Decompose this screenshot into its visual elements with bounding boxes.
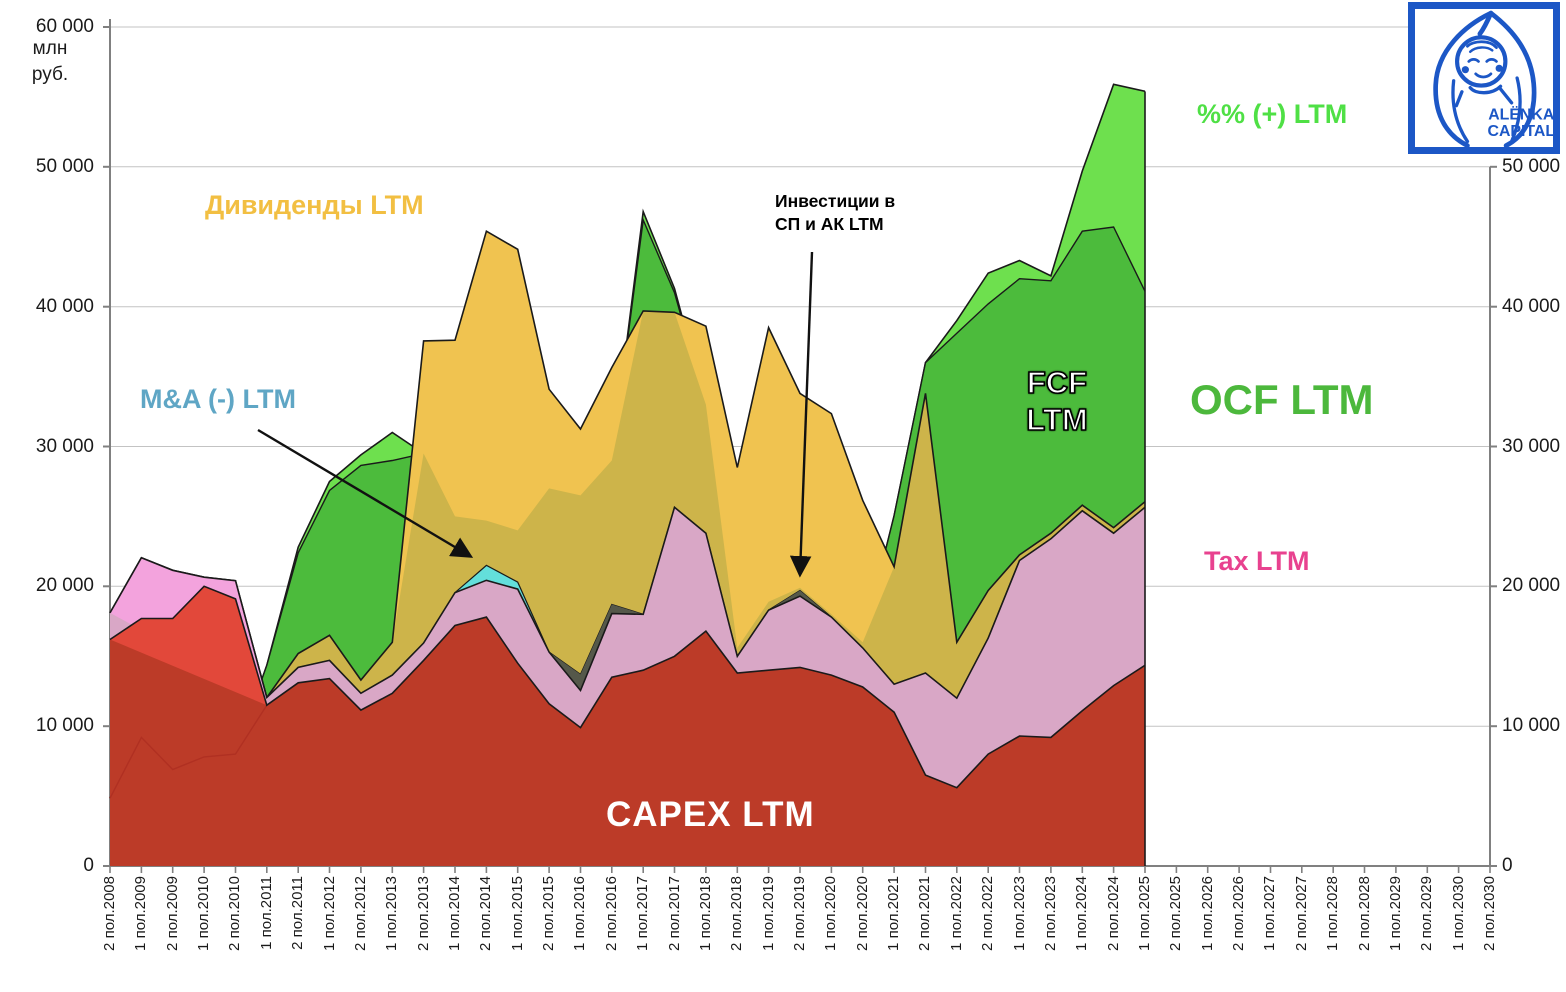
x-tick-label: 1 пол.2018 bbox=[696, 876, 714, 951]
x-tick-label: 2 пол.2012 bbox=[351, 876, 369, 951]
x-tick-label: 1 пол.2023 bbox=[1010, 876, 1028, 951]
legend-invest-sp-ak-ltm: Инвестиции в СП и АК LTM bbox=[775, 191, 896, 234]
x-tick-label: 1 пол.2017 bbox=[634, 876, 652, 951]
y-tick-left: 10 000 bbox=[35, 715, 94, 737]
x-tick-label: 1 пол.2026 bbox=[1198, 876, 1216, 951]
x-tick-label: 2 пол.2027 bbox=[1292, 876, 1310, 951]
x-tick-label: 2 пол.2018 bbox=[728, 876, 746, 951]
x-tick-label: 1 пол.2010 bbox=[195, 876, 213, 951]
x-tick-label: 2 пол.2030 bbox=[1481, 876, 1498, 951]
y-tick-left: 40 000 bbox=[35, 295, 94, 317]
legend-percent-plus-ltm: %% (+) LTM bbox=[1197, 99, 1348, 129]
y-tick-left: 20 000 bbox=[35, 575, 94, 597]
x-tick-label: 1 пол.2029 bbox=[1386, 876, 1404, 951]
x-tick-label: 2 пол.2010 bbox=[226, 876, 244, 951]
y-tick-right: 30 000 bbox=[1502, 435, 1561, 457]
y-axis-unit-rub: руб. bbox=[31, 64, 69, 85]
svg-text:ALËNKA: ALËNKA bbox=[1488, 105, 1553, 123]
x-tick-label: 2 пол.2019 bbox=[791, 876, 808, 951]
y-tick-left: 0 bbox=[83, 855, 94, 876]
x-tick-label: 2 пол.2024 bbox=[1104, 876, 1122, 951]
legend-dividends-ltm: Дивиденды LTM bbox=[205, 190, 424, 220]
x-tick-label: 1 пол.2020 bbox=[822, 876, 840, 951]
x-tick-label: 1 пол.2028 bbox=[1324, 876, 1342, 951]
x-tick-label: 2 пол.2014 bbox=[477, 876, 495, 951]
y-tick-right: 20 000 bbox=[1502, 575, 1561, 597]
x-tick-label: 2 пол.2025 bbox=[1167, 876, 1185, 951]
y-tick-left: 50 000 bbox=[35, 155, 94, 177]
x-tick-label: 1 пол.2025 bbox=[1136, 876, 1153, 951]
x-tick-label: 1 пол.2027 bbox=[1261, 876, 1279, 951]
matryoshka-icon: ALËNKA CAPITAL bbox=[1433, 10, 1555, 148]
legend-fcf-ltm: FCF LTM bbox=[1025, 364, 1088, 438]
x-tick-label: 1 пол.2012 bbox=[320, 876, 338, 951]
x-tick-label: 2 пол.2017 bbox=[665, 876, 683, 951]
x-tick-label: 2 пол.2028 bbox=[1355, 876, 1373, 951]
x-tick-label: 2 пол.2021 bbox=[916, 876, 934, 951]
legend-mna-ltm: M&A (-) LTM bbox=[140, 384, 296, 414]
y-tick-left: 30 000 bbox=[35, 435, 94, 457]
x-tick-label: 1 пол.2016 bbox=[571, 876, 589, 951]
y-tick-left: 60 000 bbox=[35, 16, 94, 37]
svg-text:CAPITAL: CAPITAL bbox=[1487, 123, 1553, 140]
x-tick-label: 2 пол.2011 bbox=[289, 876, 307, 950]
x-tick-label: 1 пол.2014 bbox=[446, 876, 463, 951]
x-tick-label: 1 пол.2024 bbox=[1073, 876, 1091, 951]
y-tick-right: 0 bbox=[1502, 855, 1513, 876]
x-tick-label: 2 пол.2016 bbox=[602, 876, 620, 951]
x-tick-label: 1 пол.2021 bbox=[885, 876, 903, 951]
x-tick-label: 2 пол.2029 bbox=[1418, 876, 1436, 951]
x-tick-label: 2 пол.2008 bbox=[101, 876, 118, 951]
x-tick-label: 1 пол.2019 bbox=[759, 876, 777, 951]
alenka-capital-logo: ALËNKA CAPITAL bbox=[1408, 2, 1560, 154]
x-tick-label: 1 пол.2011 bbox=[257, 876, 275, 950]
x-tick-label: 2 пол.2022 bbox=[979, 876, 997, 951]
x-tick-label: 1 пол.2015 bbox=[508, 876, 526, 951]
x-tick-label: 2 пол.2020 bbox=[853, 876, 871, 951]
y-tick-right: 10 000 bbox=[1502, 715, 1561, 737]
x-tick-label: 2 пол.2015 bbox=[540, 876, 558, 951]
x-tick-label: 1 пол.2013 bbox=[383, 876, 401, 951]
y-tick-right: 50 000 bbox=[1502, 155, 1561, 177]
x-tick-label: 2 пол.2009 bbox=[163, 876, 181, 951]
x-tick-label: 2 пол.2013 bbox=[414, 876, 432, 951]
x-tick-label: 1 пол.2030 bbox=[1449, 876, 1467, 951]
x-tick-label: 2 пол.2026 bbox=[1230, 876, 1248, 951]
y-axis-unit-mln: млн bbox=[32, 38, 68, 59]
y-tick-right: 40 000 bbox=[1502, 295, 1561, 317]
legend-tax-ltm: Tax LTM bbox=[1204, 546, 1310, 576]
x-tick-label: 2 пол.2023 bbox=[1041, 876, 1059, 951]
x-tick-label: 1 пол.2009 bbox=[132, 876, 150, 951]
legend-capex-ltm: CAPEX LTM bbox=[606, 795, 815, 834]
legend-ocf-ltm: OCF LTM bbox=[1190, 376, 1374, 423]
x-tick-label: 1 пол.2022 bbox=[947, 876, 965, 951]
